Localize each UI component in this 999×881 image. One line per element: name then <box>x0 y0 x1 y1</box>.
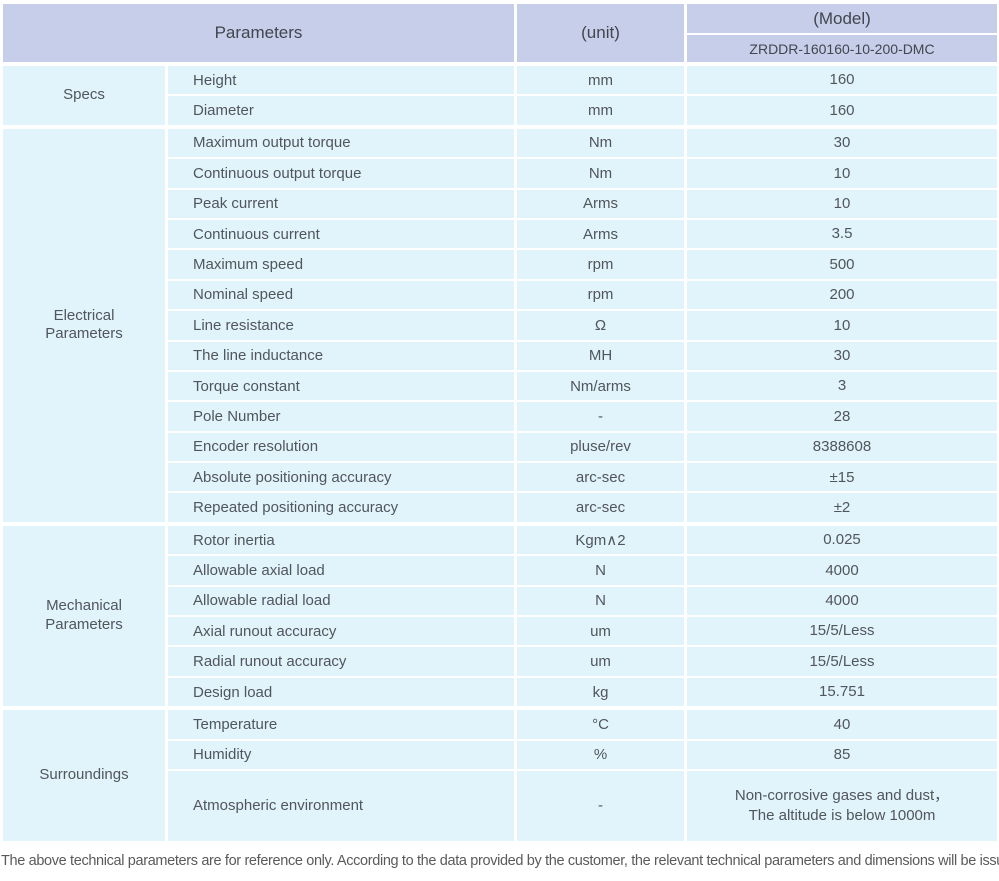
value-cell: 28 <box>687 402 997 431</box>
value-cell: 500 <box>687 250 997 279</box>
value-cell: 15/5/Less <box>687 617 997 646</box>
unit-cell: N <box>517 586 684 616</box>
value-cell: ±2 <box>687 493 997 522</box>
parameter-name-cell: Continuous output torque <box>168 159 514 188</box>
value-cell: 30 <box>687 341 997 370</box>
parameter-name-cell: Maximum output torque <box>168 128 514 158</box>
unit-cell: rpm <box>517 250 684 279</box>
parameter-name-cell: Humidity <box>168 740 514 769</box>
unit-cell: - <box>517 402 684 431</box>
parameter-name-cell: Axial runout accuracy <box>168 617 514 646</box>
value-cell: ±15 <box>687 463 997 492</box>
group-label: Surroundings <box>3 710 165 841</box>
parameter-name-cell: Atmospheric environment <box>168 770 514 841</box>
parameter-name-cell: Height <box>168 66 514 95</box>
unit-cell: N <box>517 556 684 585</box>
parameter-name-cell: Maximum speed <box>168 250 514 279</box>
value-cell: 200 <box>687 280 997 310</box>
value-cell: 10 <box>687 189 997 218</box>
table-body: Specs Height mm 160 Diameter mm 160 Elec… <box>3 66 997 841</box>
unit-cell: mm <box>517 96 684 125</box>
parameter-name-cell: Radial runout accuracy <box>168 647 514 676</box>
unit-cell: Nm <box>517 159 684 188</box>
header-model: (Model) <box>687 4 997 33</box>
value-cell: 15.751 <box>687 677 997 707</box>
unit-cell: arc-sec <box>517 463 684 492</box>
parameter-name-cell: Design load <box>168 677 514 707</box>
footer-note: The above technical parameters are for r… <box>1 852 999 869</box>
group-label: Mechanical Parameters <box>3 525 165 707</box>
unit-cell: kg <box>517 677 684 707</box>
parameter-name-cell: Diameter <box>168 96 514 125</box>
parameter-name-cell: Continuous current <box>168 219 514 249</box>
value-cell: 30 <box>687 128 997 158</box>
value-cell: 3.5 <box>687 219 997 249</box>
group-electrical-parameters: Electrical Parameters Maximum output tor… <box>3 128 997 522</box>
unit-cell: Nm <box>517 128 684 158</box>
unit-cell: % <box>517 740 684 769</box>
value-cell: 85 <box>687 740 997 769</box>
unit-cell: rpm <box>517 280 684 310</box>
parameter-name-cell: Pole Number <box>168 402 514 431</box>
value-cell: 40 <box>687 710 997 739</box>
parameter-name-cell: Temperature <box>168 710 514 739</box>
value-cell: 0.025 <box>687 525 997 555</box>
parameter-name-cell: Allowable radial load <box>168 586 514 616</box>
parameter-name-cell: Encoder resolution <box>168 432 514 462</box>
value-cell: 15/5/Less <box>687 647 997 676</box>
value-cell: 10 <box>687 311 997 340</box>
parameter-name-cell: Torque constant <box>168 371 514 401</box>
group-mechanical-parameters: Mechanical Parameters Rotor inertia Kgm∧… <box>3 525 997 707</box>
unit-cell: - <box>517 770 684 841</box>
value-cell: Non-corrosive gases and dust， The altitu… <box>687 770 997 841</box>
parameter-name-cell: Nominal speed <box>168 280 514 310</box>
parameter-name-cell: Allowable axial load <box>168 556 514 585</box>
parameter-name-cell: Line resistance <box>168 311 514 340</box>
unit-cell: Ω <box>517 311 684 340</box>
group-specs: Specs Height mm 160 Diameter mm 160 <box>3 66 997 125</box>
value-cell: 4000 <box>687 556 997 585</box>
parameter-name-cell: Rotor inertia <box>168 525 514 555</box>
header-unit: (unit) <box>517 4 684 62</box>
spec-table: Parameters (unit) (Model) ZRDDR-160160-1… <box>3 4 997 841</box>
group-label: Electrical Parameters <box>3 128 165 522</box>
value-cell: 8388608 <box>687 432 997 462</box>
value-cell: 160 <box>687 96 997 125</box>
unit-cell: pluse/rev <box>517 432 684 462</box>
parameter-name-cell: Absolute positioning accuracy <box>168 463 514 492</box>
unit-cell: Kgm∧2 <box>517 525 684 555</box>
unit-cell: mm <box>517 66 684 95</box>
unit-cell: arc-sec <box>517 493 684 522</box>
value-cell: 160 <box>687 66 997 95</box>
parameter-name-cell: Peak current <box>168 189 514 218</box>
value-cell: 10 <box>687 159 997 188</box>
parameter-name-cell: The line inductance <box>168 341 514 370</box>
table-header: Parameters (unit) (Model) ZRDDR-160160-1… <box>3 4 997 62</box>
unit-cell: um <box>517 647 684 676</box>
group-label: Specs <box>3 66 165 125</box>
unit-cell: MH <box>517 341 684 370</box>
unit-cell: °C <box>517 710 684 739</box>
parameter-name-cell: Repeated positioning accuracy <box>168 493 514 522</box>
unit-cell: Arms <box>517 219 684 249</box>
value-cell: 3 <box>687 371 997 401</box>
value-cell: 4000 <box>687 586 997 616</box>
unit-cell: Arms <box>517 189 684 218</box>
header-model-number: ZRDDR-160160-10-200-DMC <box>687 35 997 62</box>
unit-cell: um <box>517 617 684 646</box>
unit-cell: Nm/arms <box>517 371 684 401</box>
group-surroundings: Surroundings Temperature °C 40 Humidity … <box>3 710 997 841</box>
header-parameters: Parameters <box>3 4 514 62</box>
